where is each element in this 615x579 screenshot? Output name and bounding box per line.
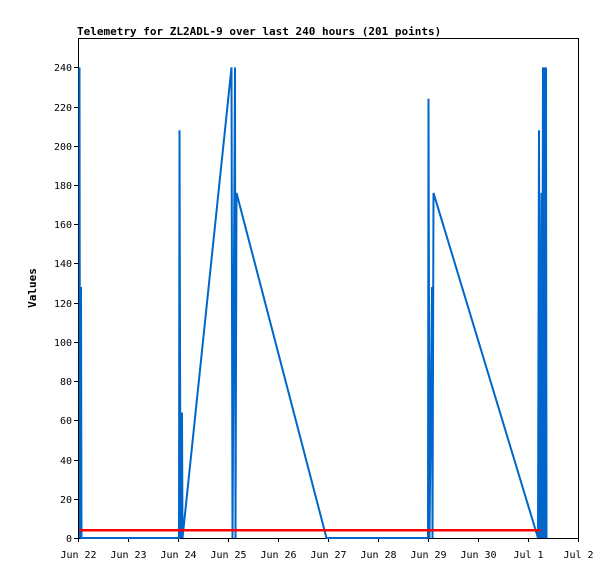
x-tick-label: Jun 23 xyxy=(110,550,146,561)
plot-area xyxy=(78,38,579,539)
x-tick-label: Jun 27 xyxy=(310,550,346,561)
series-layer xyxy=(78,67,548,539)
y-tick-label: 240 xyxy=(54,63,72,74)
y-tick-label: 40 xyxy=(60,456,72,467)
y-tick-label: 60 xyxy=(60,416,72,427)
x-tick-label: Jul 2 xyxy=(563,550,593,561)
y-axis: 0 20 40 60 80 100 120 140 160 180 200 220 240 xyxy=(54,63,78,545)
y-tick-label: 120 xyxy=(54,299,72,310)
x-tick-label: Jul 1 xyxy=(513,550,543,561)
y-tick-label: 180 xyxy=(54,181,72,192)
x-tick-label: Jun 29 xyxy=(410,550,446,561)
series-line-0 xyxy=(78,67,548,539)
x-tick-label: Jun 22 xyxy=(60,550,96,561)
y-axis-label: Values xyxy=(26,268,39,308)
y-tick-label: 100 xyxy=(54,338,72,349)
y-tick-label: 200 xyxy=(54,142,72,153)
x-tick-label: Jun 24 xyxy=(160,550,196,561)
chart-title: Telemetry for ZL2ADL-9 over last 240 hou… xyxy=(77,25,441,38)
y-tick-label: 220 xyxy=(54,103,72,114)
y-tick-label: 0 xyxy=(66,534,72,545)
y-tick-label: 20 xyxy=(60,495,72,506)
y-tick-label: 140 xyxy=(54,259,72,270)
y-tick-label: 80 xyxy=(60,377,72,388)
x-tick-label: Jun 30 xyxy=(460,550,496,561)
x-tick-label: Jun 26 xyxy=(260,550,296,561)
x-tick-label: Jun 25 xyxy=(210,550,246,561)
x-axis: Jun 22 Jun 23 Jun 24 Jun 25 Jun 26 Jun 27 Jun … xyxy=(60,538,594,561)
y-tick-label: 160 xyxy=(54,220,72,231)
x-tick-label: Jun 28 xyxy=(360,550,396,561)
